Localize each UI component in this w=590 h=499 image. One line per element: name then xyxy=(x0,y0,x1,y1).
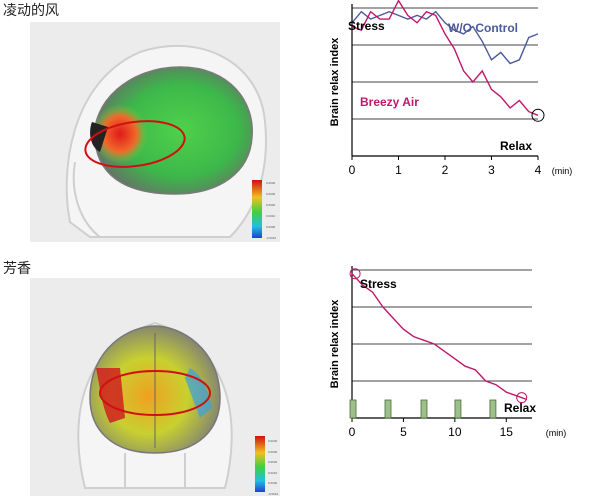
x-tick-label: 10 xyxy=(448,425,462,439)
x-tick-label: 5 xyxy=(400,425,407,439)
brain-scan-side-view xyxy=(30,22,280,242)
legend-breezy-air: Breezy Air xyxy=(360,95,419,109)
highlight-ellipse xyxy=(84,120,186,168)
chart-aroma-relax-index: 0 5 10 15 (min) Brain relax index Stress Relax xyxy=(329,266,567,439)
color-scale-bar xyxy=(252,180,262,238)
x-unit-label: (min) xyxy=(552,166,573,176)
scale-tick: 0.0040 xyxy=(268,439,278,443)
annotation-stress: Stress xyxy=(360,277,397,291)
scale-tick: 0.0030 xyxy=(266,192,276,196)
y-axis-label: Brain relax index xyxy=(329,37,341,127)
scale-tick: 0.0040 xyxy=(266,181,276,185)
series-line xyxy=(351,273,528,401)
scale-tick: 0.0020 xyxy=(266,203,276,207)
stress-marker-circle xyxy=(349,268,361,280)
relax-marker-circle xyxy=(531,108,545,122)
legend-wo-control: W/O Control xyxy=(448,21,518,35)
series-line xyxy=(351,10,539,65)
highlight-ellipse xyxy=(99,370,211,416)
section-label-breeze: 凌动的风 xyxy=(3,2,59,18)
x-tick-label: 2 xyxy=(442,163,449,177)
scale-tick: -0.0010 xyxy=(266,236,277,240)
y-axis-label: Brain relax index xyxy=(329,299,341,389)
stimulus-marker xyxy=(420,399,428,419)
annotation-stress: Stress xyxy=(348,19,385,33)
scale-tick: 0.0030 xyxy=(268,449,278,454)
x-tick-label: 3 xyxy=(488,163,495,177)
scale-tick: 0.0020 xyxy=(268,460,278,464)
x-tick-label: 0 xyxy=(349,163,356,177)
x-tick-label: 0 xyxy=(349,425,356,439)
brain-scan-back-view xyxy=(30,278,280,496)
x-tick-label: 1 xyxy=(395,163,402,177)
x-unit-label: (min) xyxy=(546,428,567,438)
chart-breeze-relax-index: 0 1 2 3 4 (min) Brain relax index Stress Relax W/… xyxy=(329,0,573,177)
scale-ticks-bottom: 0.0040 0.0030 0.0020 0.0010 0.0000 -0.00… xyxy=(268,436,278,499)
stimulus-marker xyxy=(349,399,357,419)
scale-tick: 0.0010 xyxy=(266,214,276,218)
stimulus-marker xyxy=(489,399,497,419)
x-tick-label: 4 xyxy=(535,163,542,177)
section-label-aroma: 芳香 xyxy=(3,260,31,276)
annotation-relax: Relax xyxy=(500,139,532,153)
scale-tick: -0.0010 xyxy=(268,491,279,496)
scale-ticks-top: 0.0040 0.0030 0.0020 0.0010 0.0000 -0.00… xyxy=(266,178,276,244)
series-line xyxy=(351,0,539,116)
scale-tick: 0.0000 xyxy=(266,225,276,229)
relax-marker-circle xyxy=(516,392,528,404)
scale-tick: 0.0010 xyxy=(268,470,278,475)
stimulus-marker xyxy=(454,399,462,419)
color-scale-bar xyxy=(255,436,265,492)
scale-tick: 0.0000 xyxy=(268,481,278,485)
annotation-relax: Relax xyxy=(504,401,536,415)
x-tick-label: 15 xyxy=(500,425,514,439)
stimulus-marker xyxy=(384,399,392,419)
